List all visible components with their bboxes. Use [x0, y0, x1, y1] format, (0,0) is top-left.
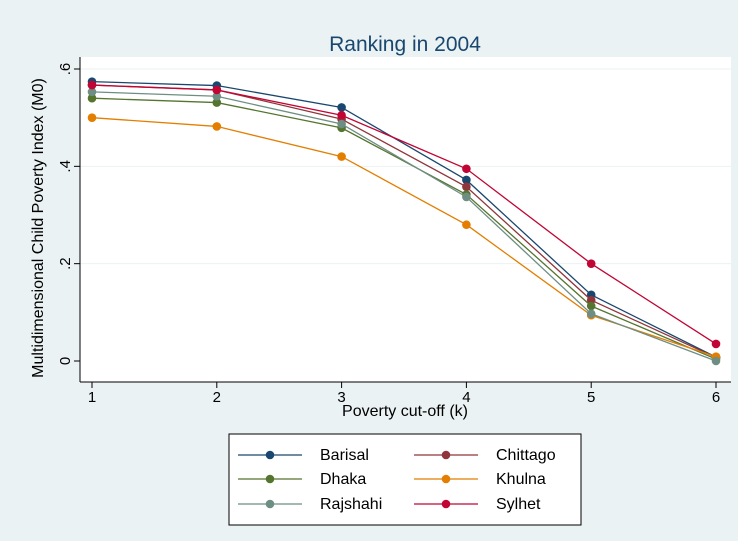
data-point — [711, 339, 721, 349]
x-tick-label: 1 — [88, 389, 96, 406]
legend-marker — [441, 499, 451, 509]
series-line — [91, 81, 717, 358]
series-sylhet — [87, 80, 721, 349]
y-tick-label: 0 — [57, 357, 74, 365]
legend-item: Sylhet — [414, 496, 541, 513]
legend-marker — [265, 450, 275, 460]
data-point — [586, 309, 596, 319]
data-point — [87, 80, 97, 90]
legend-label: Chittago — [496, 447, 556, 464]
legend-marker — [265, 474, 275, 484]
data-point — [212, 85, 222, 95]
data-point — [212, 98, 222, 107]
data-point — [462, 192, 471, 202]
series-lines — [87, 77, 721, 366]
plot-panel — [80, 57, 731, 382]
legend-marker — [265, 499, 275, 509]
legend-item: Barisal — [238, 447, 369, 464]
data-point — [711, 356, 721, 366]
data-point — [337, 152, 346, 161]
y-tick-label: .6 — [57, 63, 74, 76]
legend-item: Rajshahi — [238, 496, 382, 513]
legend-label: Khulna — [496, 471, 546, 488]
data-point — [337, 119, 346, 129]
x-axis-title: Poverty cut-off (k) — [342, 403, 468, 420]
data-point — [87, 87, 97, 97]
axis-ticks: 0 .2 .4 .6 1 2 3 4 5 6 — [57, 63, 720, 406]
data-point — [462, 175, 471, 185]
legend-label: Barisal — [320, 447, 369, 464]
legend-marker — [441, 450, 451, 460]
y-axis-title: Multidimensional Child Poverty Index (M0… — [30, 78, 47, 378]
y-tick-label: .4 — [57, 160, 74, 173]
x-tick-label: 6 — [712, 389, 720, 406]
data-point — [586, 301, 596, 311]
data-point — [87, 93, 97, 103]
legend: Barisal Chittago Dhaka Khulna Rajshahi Sylhet — [238, 447, 556, 513]
data-point — [212, 122, 222, 131]
data-point — [462, 220, 471, 230]
x-tick-label: 5 — [587, 389, 595, 406]
chart-title: Ranking in 2004 — [329, 33, 481, 56]
data-point — [462, 182, 471, 192]
series-line — [91, 91, 717, 362]
x-tick-label: 4 — [462, 389, 470, 406]
legend-label: Sylhet — [496, 496, 541, 513]
series-line — [91, 84, 717, 345]
data-point — [586, 259, 596, 268]
legend-label: Rajshahi — [320, 496, 382, 513]
data-point — [87, 113, 97, 122]
data-point — [337, 110, 346, 120]
data-point — [337, 103, 346, 112]
legend-item: Dhaka — [238, 471, 366, 488]
x-tick-label: 3 — [337, 389, 345, 406]
legend-item: Khulna — [414, 471, 546, 488]
legend-item: Chittago — [414, 447, 556, 464]
grid-lines — [80, 68, 731, 265]
legend-label: Dhaka — [320, 471, 366, 488]
y-tick-label: .2 — [57, 257, 74, 270]
data-point — [462, 164, 471, 174]
series-rajshahi — [87, 87, 721, 366]
legend-marker — [441, 474, 451, 484]
x-tick-label: 2 — [213, 389, 221, 406]
data-point — [212, 91, 222, 101]
